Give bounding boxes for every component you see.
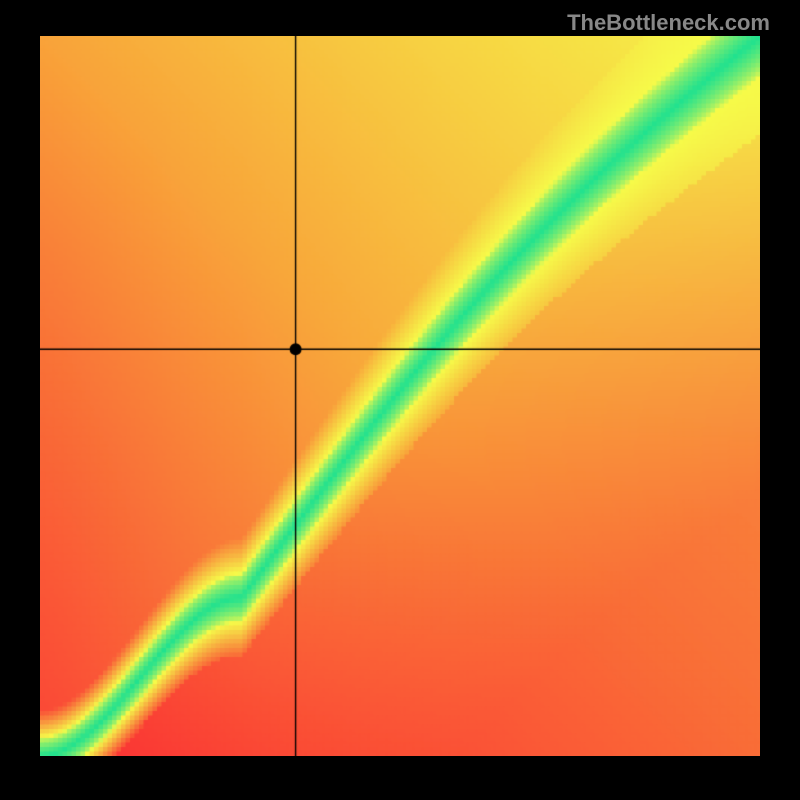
- watermark-text: TheBottleneck.com: [567, 10, 770, 36]
- bottleneck-heatmap: [40, 36, 760, 756]
